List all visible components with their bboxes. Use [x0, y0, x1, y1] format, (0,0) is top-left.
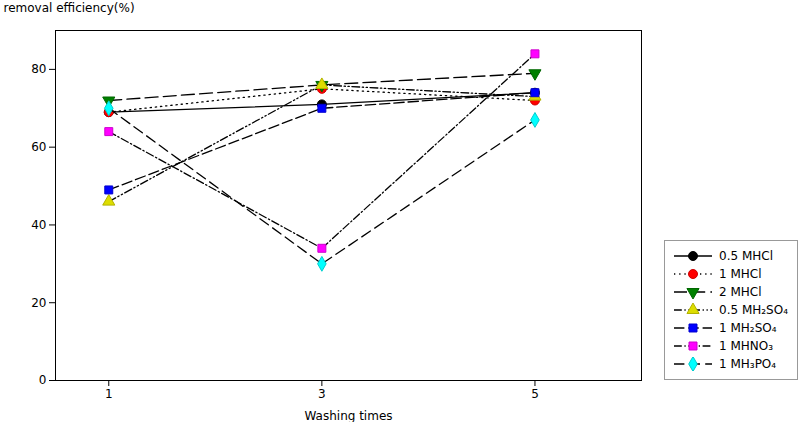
svg-text:60: 60 [31, 140, 46, 154]
html-text:0.5 MH₂SO₄: 0.5 MH₂SO₄ [719, 303, 788, 317]
html-text:1 MHCl: 1 MHCl [719, 267, 762, 281]
svg-text:0: 0 [39, 373, 47, 387]
svg-text:40: 40 [31, 218, 46, 232]
svg-text:80: 80 [31, 62, 46, 76]
html-text:1 MH₃PO₄: 1 MH₃PO₄ [719, 357, 777, 371]
html-text:2 MHCl: 2 MHCl [719, 285, 762, 299]
svg-text:1: 1 [105, 387, 113, 401]
html-text:0.5 MHCl: 0.5 MHCl [719, 249, 773, 263]
svg-text:20: 20 [31, 296, 46, 310]
svg-text:removal efficiency(%): removal efficiency(%) [4, 1, 135, 15]
html-text:1 MH₂SO₄: 1 MH₂SO₄ [719, 321, 777, 335]
html-text:1 MHNO₃: 1 MHNO₃ [719, 339, 774, 353]
svg-text:5: 5 [531, 387, 539, 401]
svg-text:3: 3 [318, 387, 326, 401]
svg-text:Washing times: Washing times [304, 409, 392, 422]
